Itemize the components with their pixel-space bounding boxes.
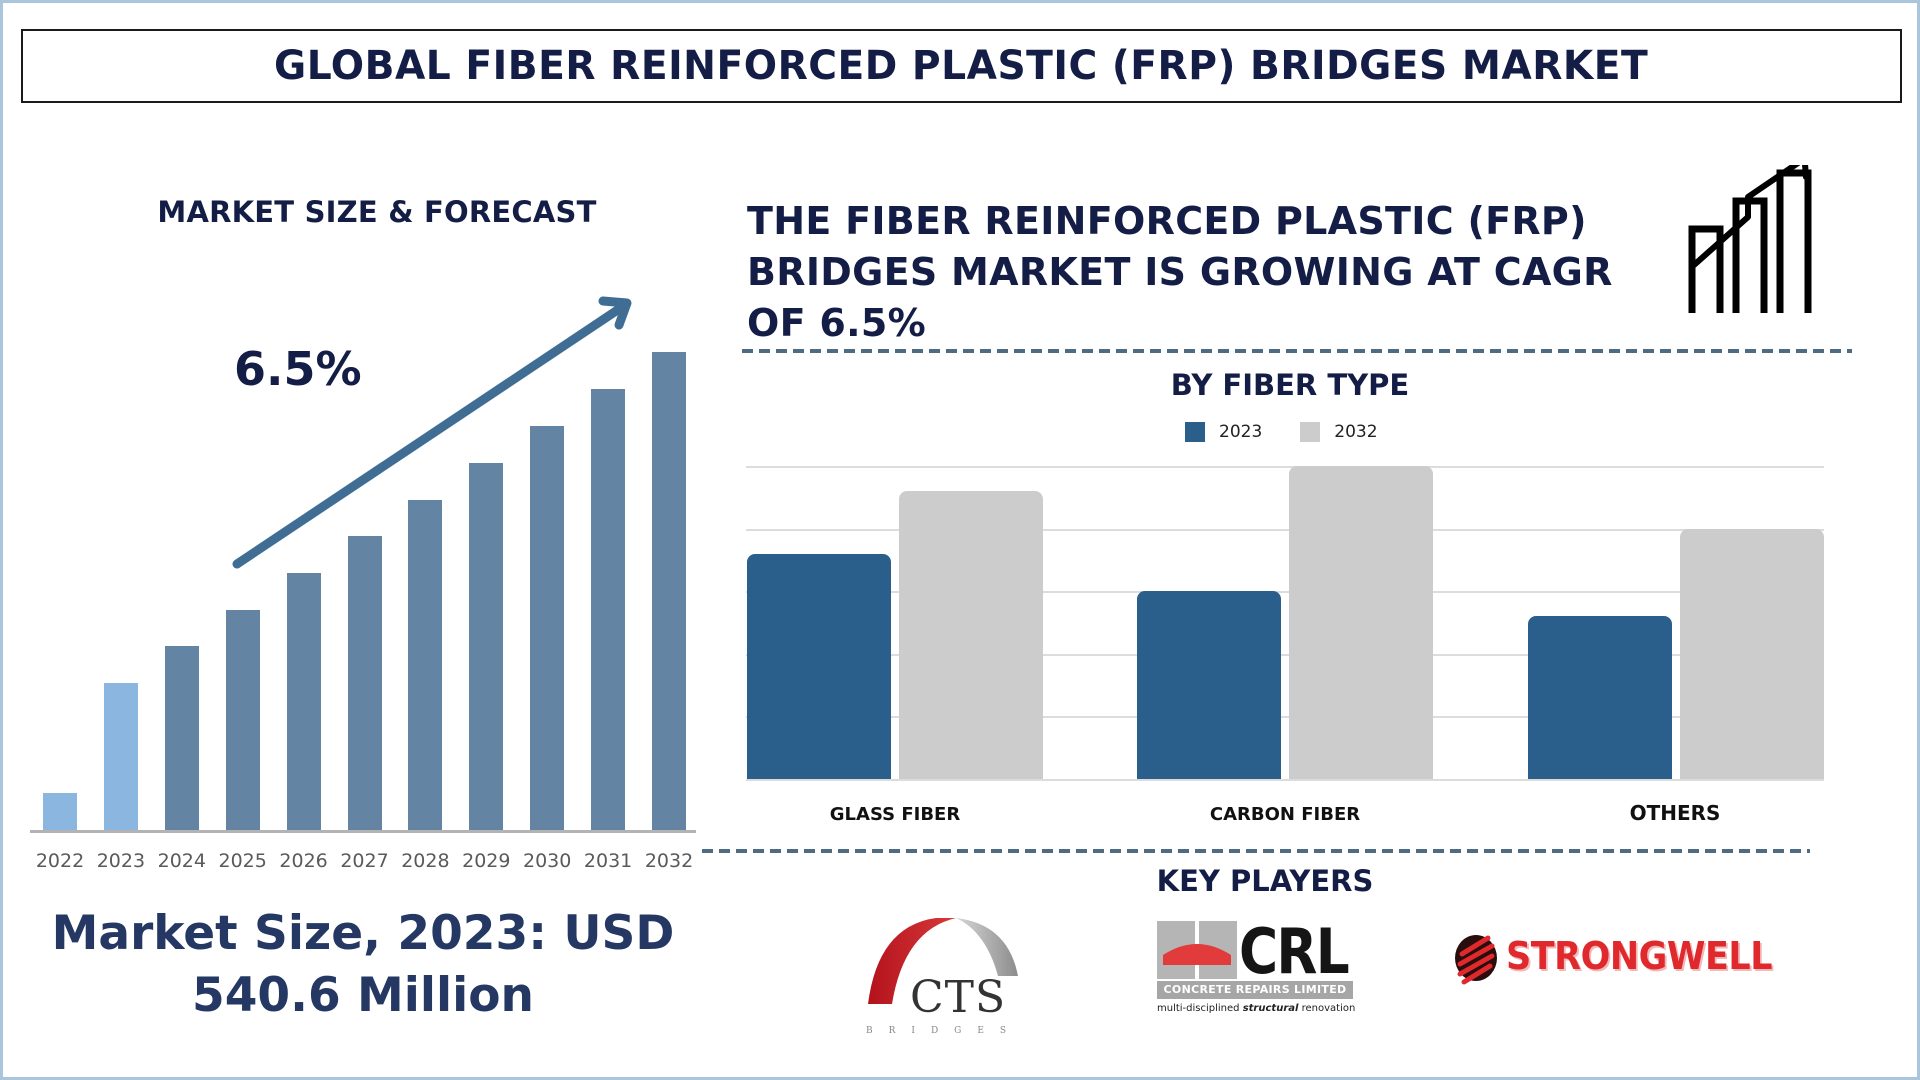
legend-label-2023: 2023 [1219, 422, 1263, 442]
market-size-line-2: 540.6 Million [192, 968, 534, 1023]
strongwell-emblem-icon [1455, 935, 1497, 985]
cts-bridges-logo: CTS BRIDGES [858, 916, 1028, 1046]
gridline [746, 528, 1824, 531]
cagr-value: 6.5% [234, 342, 362, 396]
gridline [746, 779, 1824, 781]
category-label-glass-fiber: GLASS FIBER [829, 804, 961, 825]
cts-wordmark: CTS [910, 972, 1007, 1023]
year-label-2026: 2026 [279, 850, 328, 872]
forecast-bar-2031 [591, 389, 626, 830]
year-label-2028: 2028 [401, 850, 450, 872]
forecast-bar-2029 [469, 463, 504, 830]
fiber-bar-carbon-fiber-2032 [1289, 466, 1433, 779]
market-size-summary: Market Size, 2023: USD 540.6 Million [30, 903, 696, 1027]
year-label-2024: 2024 [157, 850, 206, 872]
forecast-bar-2032 [652, 352, 686, 830]
gridline [746, 466, 1824, 468]
market-size-line-1: Market Size, 2023: USD [51, 906, 675, 961]
headline-line-2: BRIDGES MARKET IS GROWING AT CAGR [747, 250, 1613, 294]
key-players-heading: KEY PLAYERS [1156, 864, 1374, 898]
fiber-bar-carbon-fiber-2023 [1137, 591, 1281, 779]
crl-wordmark: CRL [1239, 915, 1350, 988]
forecast-bar-2022 [43, 793, 77, 830]
crl-subtitle: CONCRETE REPAIRS LIMITED [1157, 981, 1353, 999]
forecast-bar-2030 [530, 426, 565, 830]
year-label-2023: 2023 [96, 850, 146, 872]
forecast-bar-2024 [164, 646, 199, 830]
year-label-2027: 2027 [340, 850, 389, 872]
forecast-bar-2023 [103, 683, 138, 830]
page-title: GLOBAL FIBER REINFORCED PLASTIC (FRP) BR… [274, 43, 1649, 89]
legend-item-2023: 2023 [1185, 422, 1262, 442]
crl-tagline-pre: multi-disciplined [1157, 1003, 1243, 1014]
section-divider-top [742, 349, 1852, 353]
fiber-chart-legend: 2023 2032 [1185, 422, 1416, 442]
fiber-bar-glass-fiber-2023 [747, 553, 891, 779]
trend-arrow-icon [232, 296, 632, 569]
year-label-2032: 2032 [644, 850, 694, 872]
legend-item-2032: 2032 [1300, 422, 1378, 442]
forecast-bar-2027 [347, 536, 382, 830]
growth-chart-icon [1688, 165, 1812, 313]
market-size-heading: MARKET SIZE & FORECAST [157, 195, 597, 229]
headline-line-1: THE FIBER REINFORCED PLASTIC (FRP) [747, 199, 1587, 243]
x-axis-line [30, 830, 696, 833]
year-label-2030: 2030 [523, 850, 572, 872]
strongwell-wordmark: STRONGWELL [1506, 934, 1773, 978]
section-divider-bottom [702, 849, 1810, 853]
legend-swatch-2023 [1185, 422, 1205, 442]
crl-tagline-post: renovation [1298, 1003, 1356, 1014]
cts-arch-icon [868, 918, 1018, 1004]
cts-subtitle: BRIDGES [866, 1026, 1023, 1036]
fiber-type-heading: BY FIBER TYPE [1170, 368, 1410, 402]
fiber-bar-others-2023 [1528, 616, 1672, 779]
year-label-2025: 2025 [218, 850, 267, 872]
category-label-others: OTHERS [1629, 801, 1721, 825]
year-label-2031: 2031 [583, 850, 633, 872]
year-label-2029: 2029 [462, 850, 511, 872]
gridline [746, 591, 1824, 594]
strongwell-logo: STRONGWELL [1452, 932, 1812, 986]
gridline [746, 653, 1824, 656]
gridline [746, 716, 1824, 719]
legend-swatch-2032 [1300, 422, 1321, 442]
forecast-bar-2028 [408, 500, 443, 830]
category-label-carbon-fiber: CARBON FIBER [1209, 804, 1361, 825]
crl-block-icon [1157, 921, 1237, 979]
fiber-bar-others-2032 [1680, 528, 1824, 779]
headline-line-3: OF 6.5% [747, 301, 926, 345]
year-label-2022: 2022 [35, 850, 85, 872]
crl-tagline-emphasis: structural [1242, 1003, 1299, 1014]
forecast-bar-2025 [225, 610, 260, 830]
fiber-bar-glass-fiber-2032 [899, 491, 1043, 779]
forecast-bar-2026 [286, 573, 321, 830]
legend-label-2032: 2032 [1334, 422, 1378, 442]
crl-logo: CRL CONCRETE REPAIRS LIMITED multi-disci… [1157, 915, 1357, 1021]
title-banner: GLOBAL FIBER REINFORCED PLASTIC (FRP) BR… [21, 29, 1902, 103]
cagr-headline: THE FIBER REINFORCED PLASTIC (FRP) BRIDG… [747, 196, 1647, 349]
crl-tagline: multi-disciplined structural renovation [1157, 1003, 1356, 1014]
